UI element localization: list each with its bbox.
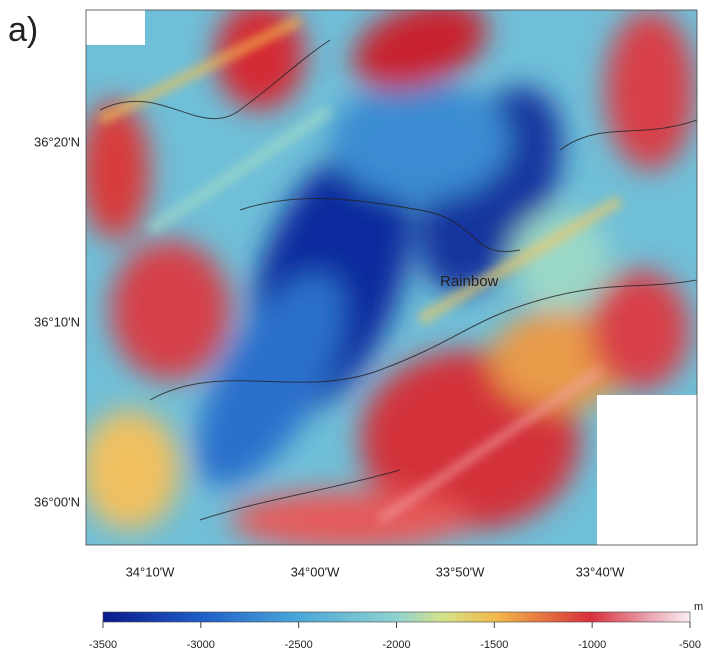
bathymetry-map — [80, 0, 697, 550]
longitude-label: 34°00'W — [291, 564, 341, 579]
site-annotation: Rainbow — [440, 273, 499, 290]
colorbar-unit: m — [694, 601, 703, 613]
colorbar-tick-label: -2500 — [285, 639, 313, 651]
latitude-label: 36°00'N — [34, 494, 80, 509]
colorbar-tick-label: -2000 — [382, 639, 410, 651]
longitude-label: 33°50'W — [436, 564, 486, 579]
colorbar-tick-label: -3500 — [89, 639, 117, 651]
longitude-label: 34°10'W — [126, 564, 176, 579]
colorbar-tick-label: -500 — [679, 639, 701, 651]
latitude-axis: 36°20'N 36°10'N 36°00'N — [34, 134, 80, 509]
latitude-label: 36°10'N — [34, 314, 80, 329]
colorbar-ticks: -3500 -3000 -2500 -2000 -1500 -1000 -500 — [89, 622, 701, 651]
colorbar-tick-label: -3000 — [187, 639, 215, 651]
colorbar-tick-label: -1000 — [578, 639, 606, 651]
longitude-label: 33°40'W — [576, 564, 626, 579]
latitude-label: 36°20'N — [34, 134, 80, 149]
map-figure: a) — [0, 0, 706, 664]
colorbar — [103, 612, 690, 622]
longitude-axis: 34°10'W 34°00'W 33°50'W 33°40'W — [126, 564, 626, 579]
panel-label: a) — [8, 11, 38, 49]
colorbar-tick-label: -1500 — [480, 639, 508, 651]
